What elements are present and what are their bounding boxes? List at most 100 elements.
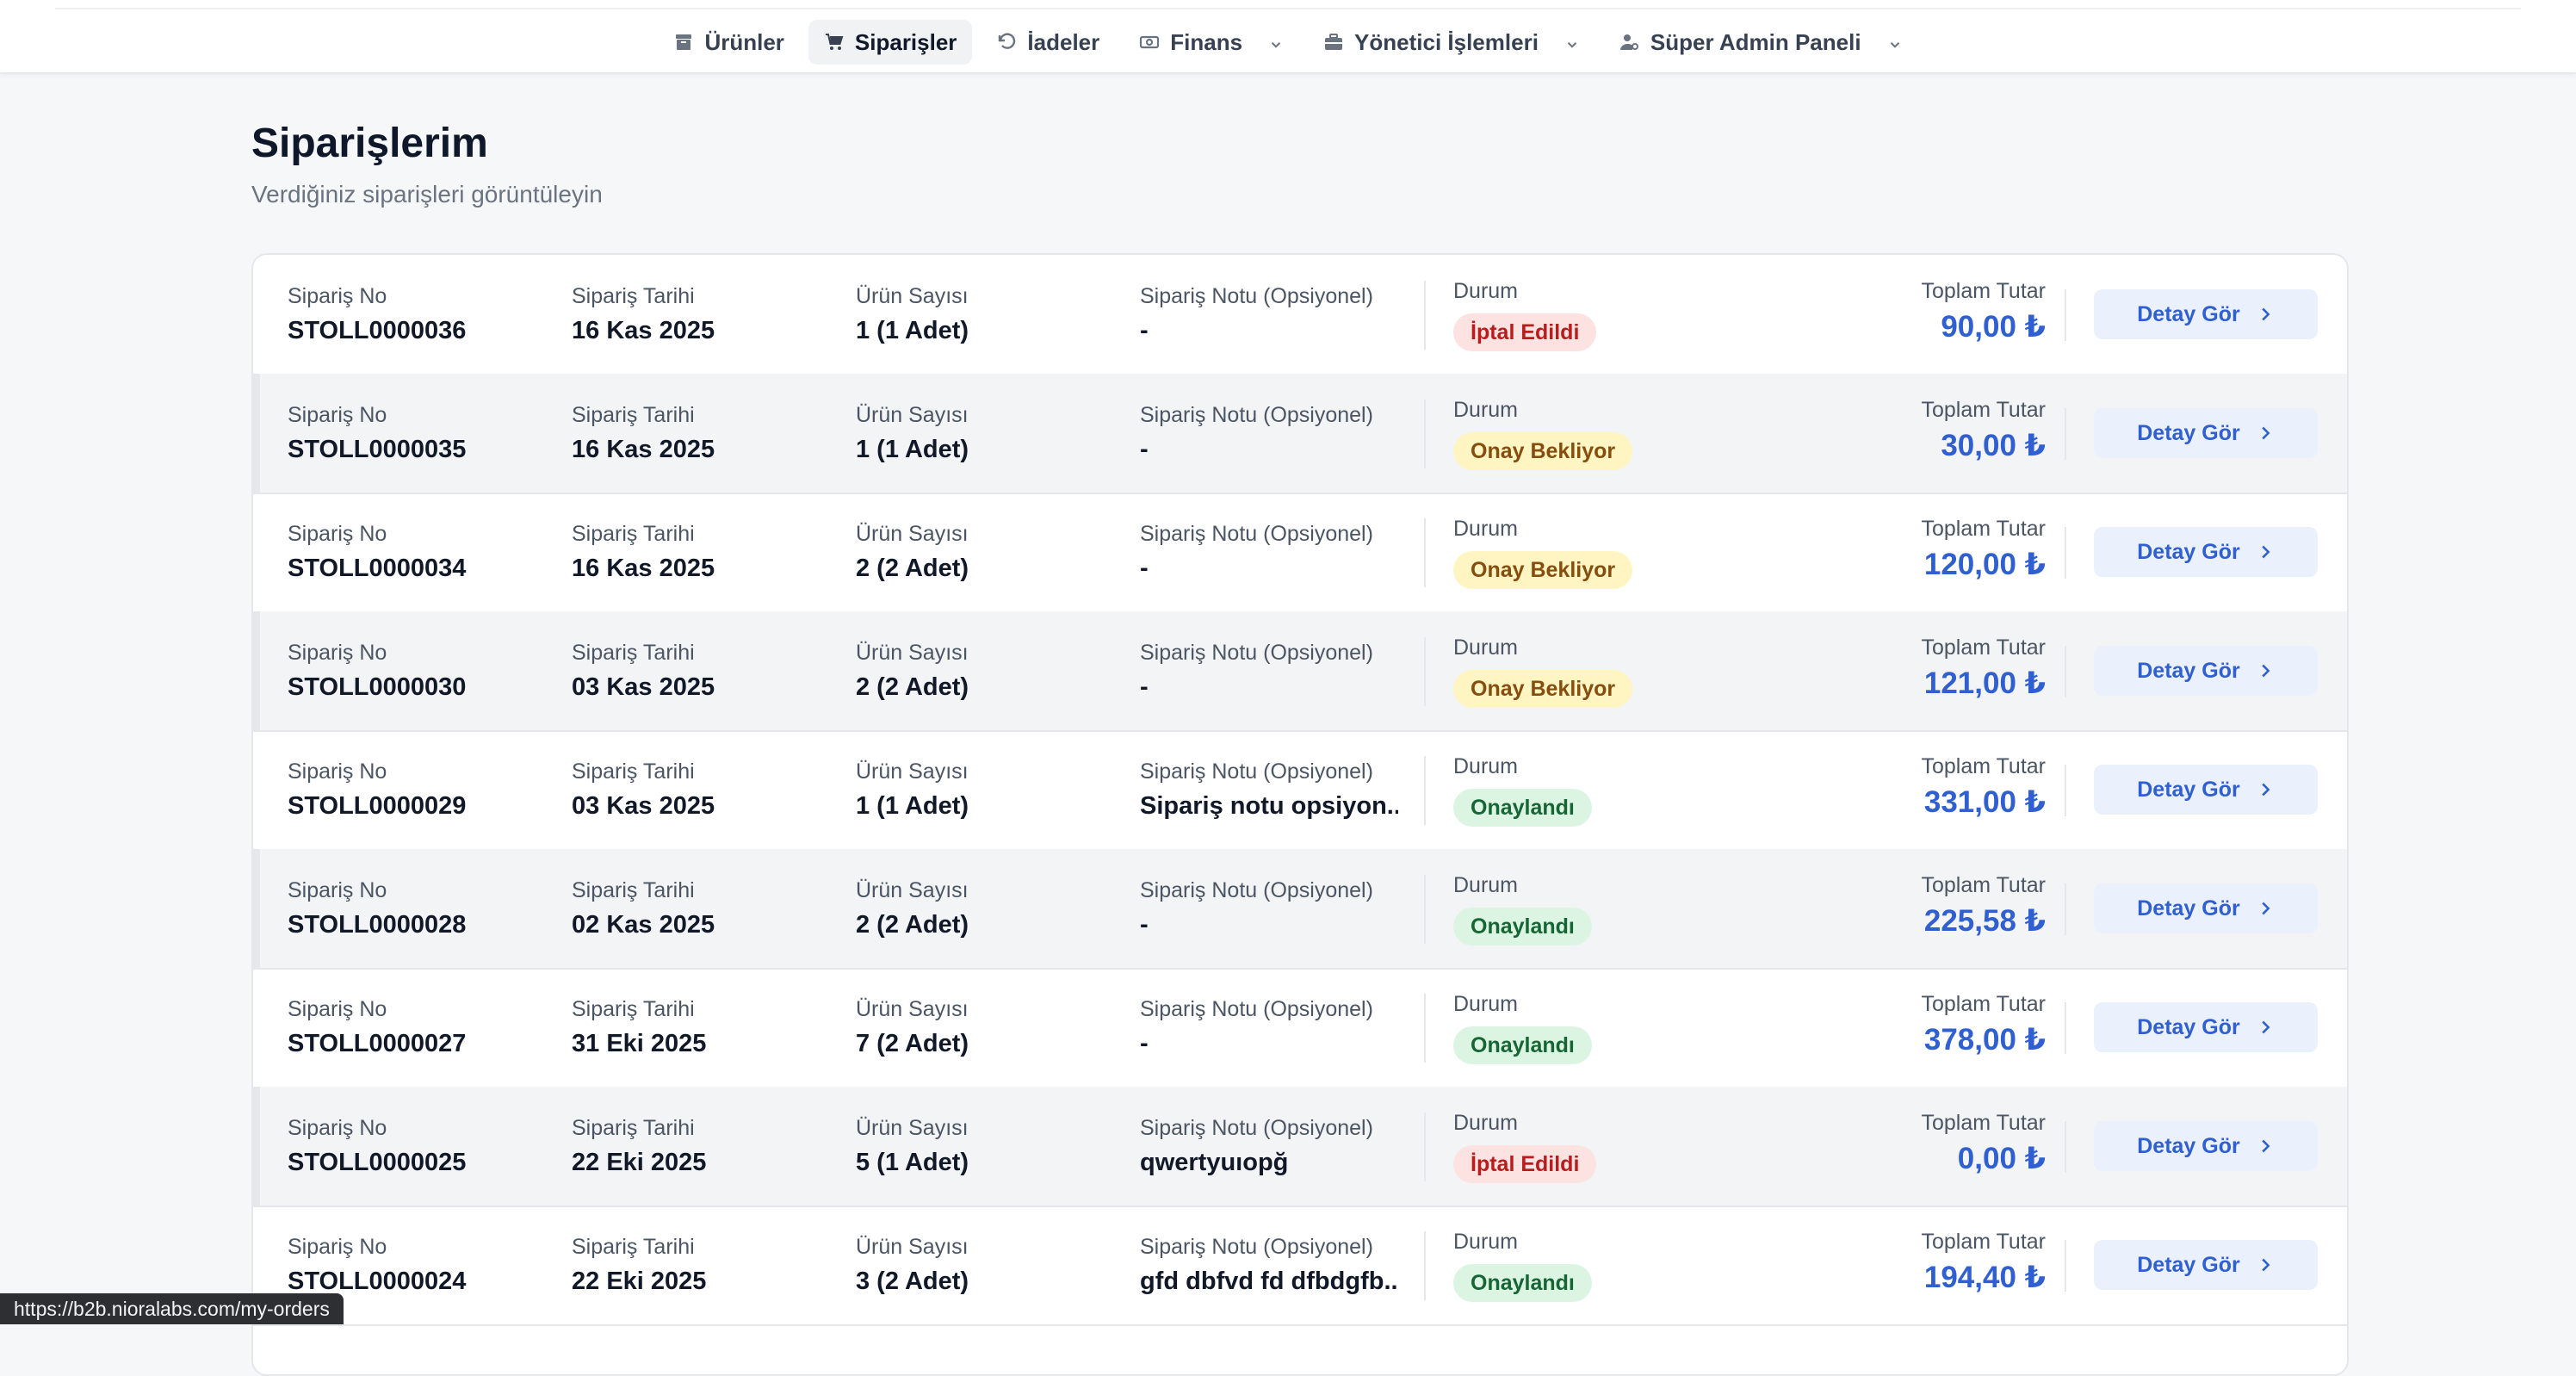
chevron-down-icon xyxy=(1887,34,1903,50)
detail-button[interactable]: Detay Gör xyxy=(2094,883,2318,933)
detail-button[interactable]: Detay Gör xyxy=(2094,527,2318,577)
total-cell: Toplam Tutar 331,00 ₺ xyxy=(1921,753,2046,820)
order-row: Sipariş No STOLL0000025 Sipariş Tarihi 22 E… xyxy=(253,1087,2347,1207)
order-no-cell: Sipariş No STOLL0000028 xyxy=(288,877,466,942)
order-no-cell: Sipariş No STOLL0000030 xyxy=(288,639,466,704)
total-value: 331,00 ₺ xyxy=(1923,785,2046,819)
order-row: Sipariş No STOLL0000030 Sipariş Tarihi 03 K… xyxy=(253,611,2347,732)
order-note-value: qwertyuıopğ xyxy=(1140,1149,1289,1176)
total-value: 0,00 ₺ xyxy=(1957,1142,2046,1175)
nav-item-1[interactable]: Siparişler xyxy=(808,20,973,65)
total-cell: Toplam Tutar 121,00 ₺ xyxy=(1921,634,2046,701)
item-count-cell: Ürün Sayısı 2 (2 Adet) xyxy=(856,877,969,942)
status-label: Durum xyxy=(1453,635,1519,660)
undo-icon xyxy=(996,32,1017,53)
order-no-label: Sipariş No xyxy=(288,759,387,784)
chevron-right-icon xyxy=(2256,661,2275,680)
order-no-cell: Sipariş No STOLL0000024 xyxy=(288,1233,466,1299)
column-divider xyxy=(2065,527,2066,579)
total-value: 120,00 ₺ xyxy=(1923,548,2046,581)
status-label: Durum xyxy=(1453,873,1519,897)
order-date-value: 16 Kas 2025 xyxy=(572,317,715,344)
detail-button-label: Detay Gör xyxy=(2137,539,2240,564)
total-label: Toplam Tutar xyxy=(1921,873,2046,897)
order-date-cell: Sipariş Tarihi 16 Kas 2025 xyxy=(572,282,715,348)
order-row: Sipariş No STOLL0000024 Sipariş Tarihi 22 E… xyxy=(253,1206,2347,1326)
total-label: Toplam Tutar xyxy=(1921,279,2046,303)
column-divider xyxy=(1424,875,1426,944)
detail-button[interactable]: Detay Gör xyxy=(2094,765,2318,815)
item-count-cell: Ürün Sayısı 2 (2 Adet) xyxy=(856,520,969,586)
order-note-label: Sipariş Notu (Opsiyonel) xyxy=(1140,522,1373,546)
order-no-label: Sipariş No xyxy=(288,878,387,902)
page-title: Siparişlerim xyxy=(251,121,488,166)
detail-button-label: Detay Gör xyxy=(2137,420,2240,445)
order-no-value: STOLL0000029 xyxy=(288,792,467,820)
item-count-value: 1 (1 Adet) xyxy=(856,436,969,463)
column-divider xyxy=(2065,289,2066,341)
order-list: Sipariş No STOLL0000036 Sipariş Tarihi 16 K… xyxy=(251,253,2349,1376)
column-divider xyxy=(1424,518,1426,587)
status-cell: Durum Onaylandı xyxy=(1453,753,1592,827)
item-count-cell: Ürün Sayısı 1 (1 Adet) xyxy=(856,282,969,348)
status-badge: İptal Edildi xyxy=(1453,313,1597,351)
order-date-label: Sipariş Tarihi xyxy=(572,403,695,427)
chevron-right-icon xyxy=(2256,780,2275,799)
order-note-cell: Sipariş Notu (Opsiyonel) - xyxy=(1140,995,1398,1061)
status-badge: Onay Bekliyor xyxy=(1453,432,1633,470)
total-label: Toplam Tutar xyxy=(1921,992,2046,1016)
item-count-value: 1 (1 Adet) xyxy=(856,792,969,820)
order-no-value: STOLL0000025 xyxy=(288,1149,467,1176)
detail-button-label: Detay Gör xyxy=(2137,1252,2240,1277)
order-date-label: Sipariş Tarihi xyxy=(572,522,695,546)
order-note-label: Sipariş Notu (Opsiyonel) xyxy=(1140,1116,1373,1140)
order-no-label: Sipariş No xyxy=(288,1235,387,1259)
detail-button[interactable]: Detay Gör xyxy=(2094,1002,2318,1052)
item-count-value: 1 (1 Adet) xyxy=(856,317,969,344)
nav-item-4[interactable]: Yönetici İşlemleri xyxy=(1308,20,1595,65)
detail-button[interactable]: Detay Gör xyxy=(2094,646,2318,696)
status-badge: Onaylandı xyxy=(1453,1264,1592,1302)
total-label: Toplam Tutar xyxy=(1921,754,2046,778)
item-count-label: Ürün Sayısı xyxy=(856,522,969,546)
detail-button[interactable]: Detay Gör xyxy=(2094,1121,2318,1171)
nav-menu: Ürünler Siparişler İadeler Finans Yönetici İ… xyxy=(0,19,2576,65)
order-note-label: Sipariş Notu (Opsiyonel) xyxy=(1140,641,1373,665)
item-count-label: Ürün Sayısı xyxy=(856,1116,969,1140)
order-date-value: 16 Kas 2025 xyxy=(572,436,715,463)
browser-status-url: https://b2b.nioralabs.com/my-orders xyxy=(0,1293,344,1324)
nav-item-0[interactable]: Ürünler xyxy=(658,20,799,65)
nav-item-2[interactable]: İadeler xyxy=(981,20,1115,65)
column-divider xyxy=(2065,646,2066,697)
order-note-label: Sipariş Notu (Opsiyonel) xyxy=(1140,1235,1373,1259)
order-note-cell: Sipariş Notu (Opsiyonel) qwertyuıopğ xyxy=(1140,1114,1398,1180)
nav-item-3[interactable]: Finans xyxy=(1124,20,1299,65)
column-divider xyxy=(1424,637,1426,706)
order-date-label: Sipariş Tarihi xyxy=(572,284,695,308)
money-icon xyxy=(1139,32,1160,53)
order-no-value: STOLL0000027 xyxy=(288,1030,467,1057)
column-divider xyxy=(1424,1113,1426,1181)
status-label: Durum xyxy=(1453,517,1519,541)
user-cog-icon xyxy=(1619,32,1640,53)
order-date-value: 16 Kas 2025 xyxy=(572,555,715,582)
total-cell: Toplam Tutar 90,00 ₺ xyxy=(1921,277,2046,344)
page-header: Siparişlerim Verdiğiniz siparişleri görü… xyxy=(251,115,603,208)
chevron-right-icon xyxy=(2256,1018,2275,1037)
detail-button[interactable]: Detay Gör xyxy=(2094,408,2318,458)
total-cell: Toplam Tutar 225,58 ₺ xyxy=(1921,871,2046,939)
chevron-down-icon xyxy=(1268,34,1284,50)
total-cell: Toplam Tutar 378,00 ₺ xyxy=(1921,990,2046,1057)
detail-button[interactable]: Detay Gör xyxy=(2094,1240,2318,1290)
nav-item-5[interactable]: Süper Admin Paneli xyxy=(1604,20,1918,65)
status-cell: Durum Onaylandı xyxy=(1453,1228,1592,1302)
item-count-label: Ürün Sayısı xyxy=(856,284,969,308)
total-cell: Toplam Tutar 0,00 ₺ xyxy=(1921,1109,2046,1176)
order-date-cell: Sipariş Tarihi 03 Kas 2025 xyxy=(572,758,715,823)
order-date-value: 03 Kas 2025 xyxy=(572,792,715,820)
order-note-cell: Sipariş Notu (Opsiyonel) - xyxy=(1140,639,1398,704)
nav-item-label: Süper Admin Paneli xyxy=(1650,28,1861,55)
item-count-label: Ürün Sayısı xyxy=(856,1235,969,1259)
detail-button[interactable]: Detay Gör xyxy=(2094,289,2318,339)
order-no-value: STOLL0000036 xyxy=(288,317,467,344)
